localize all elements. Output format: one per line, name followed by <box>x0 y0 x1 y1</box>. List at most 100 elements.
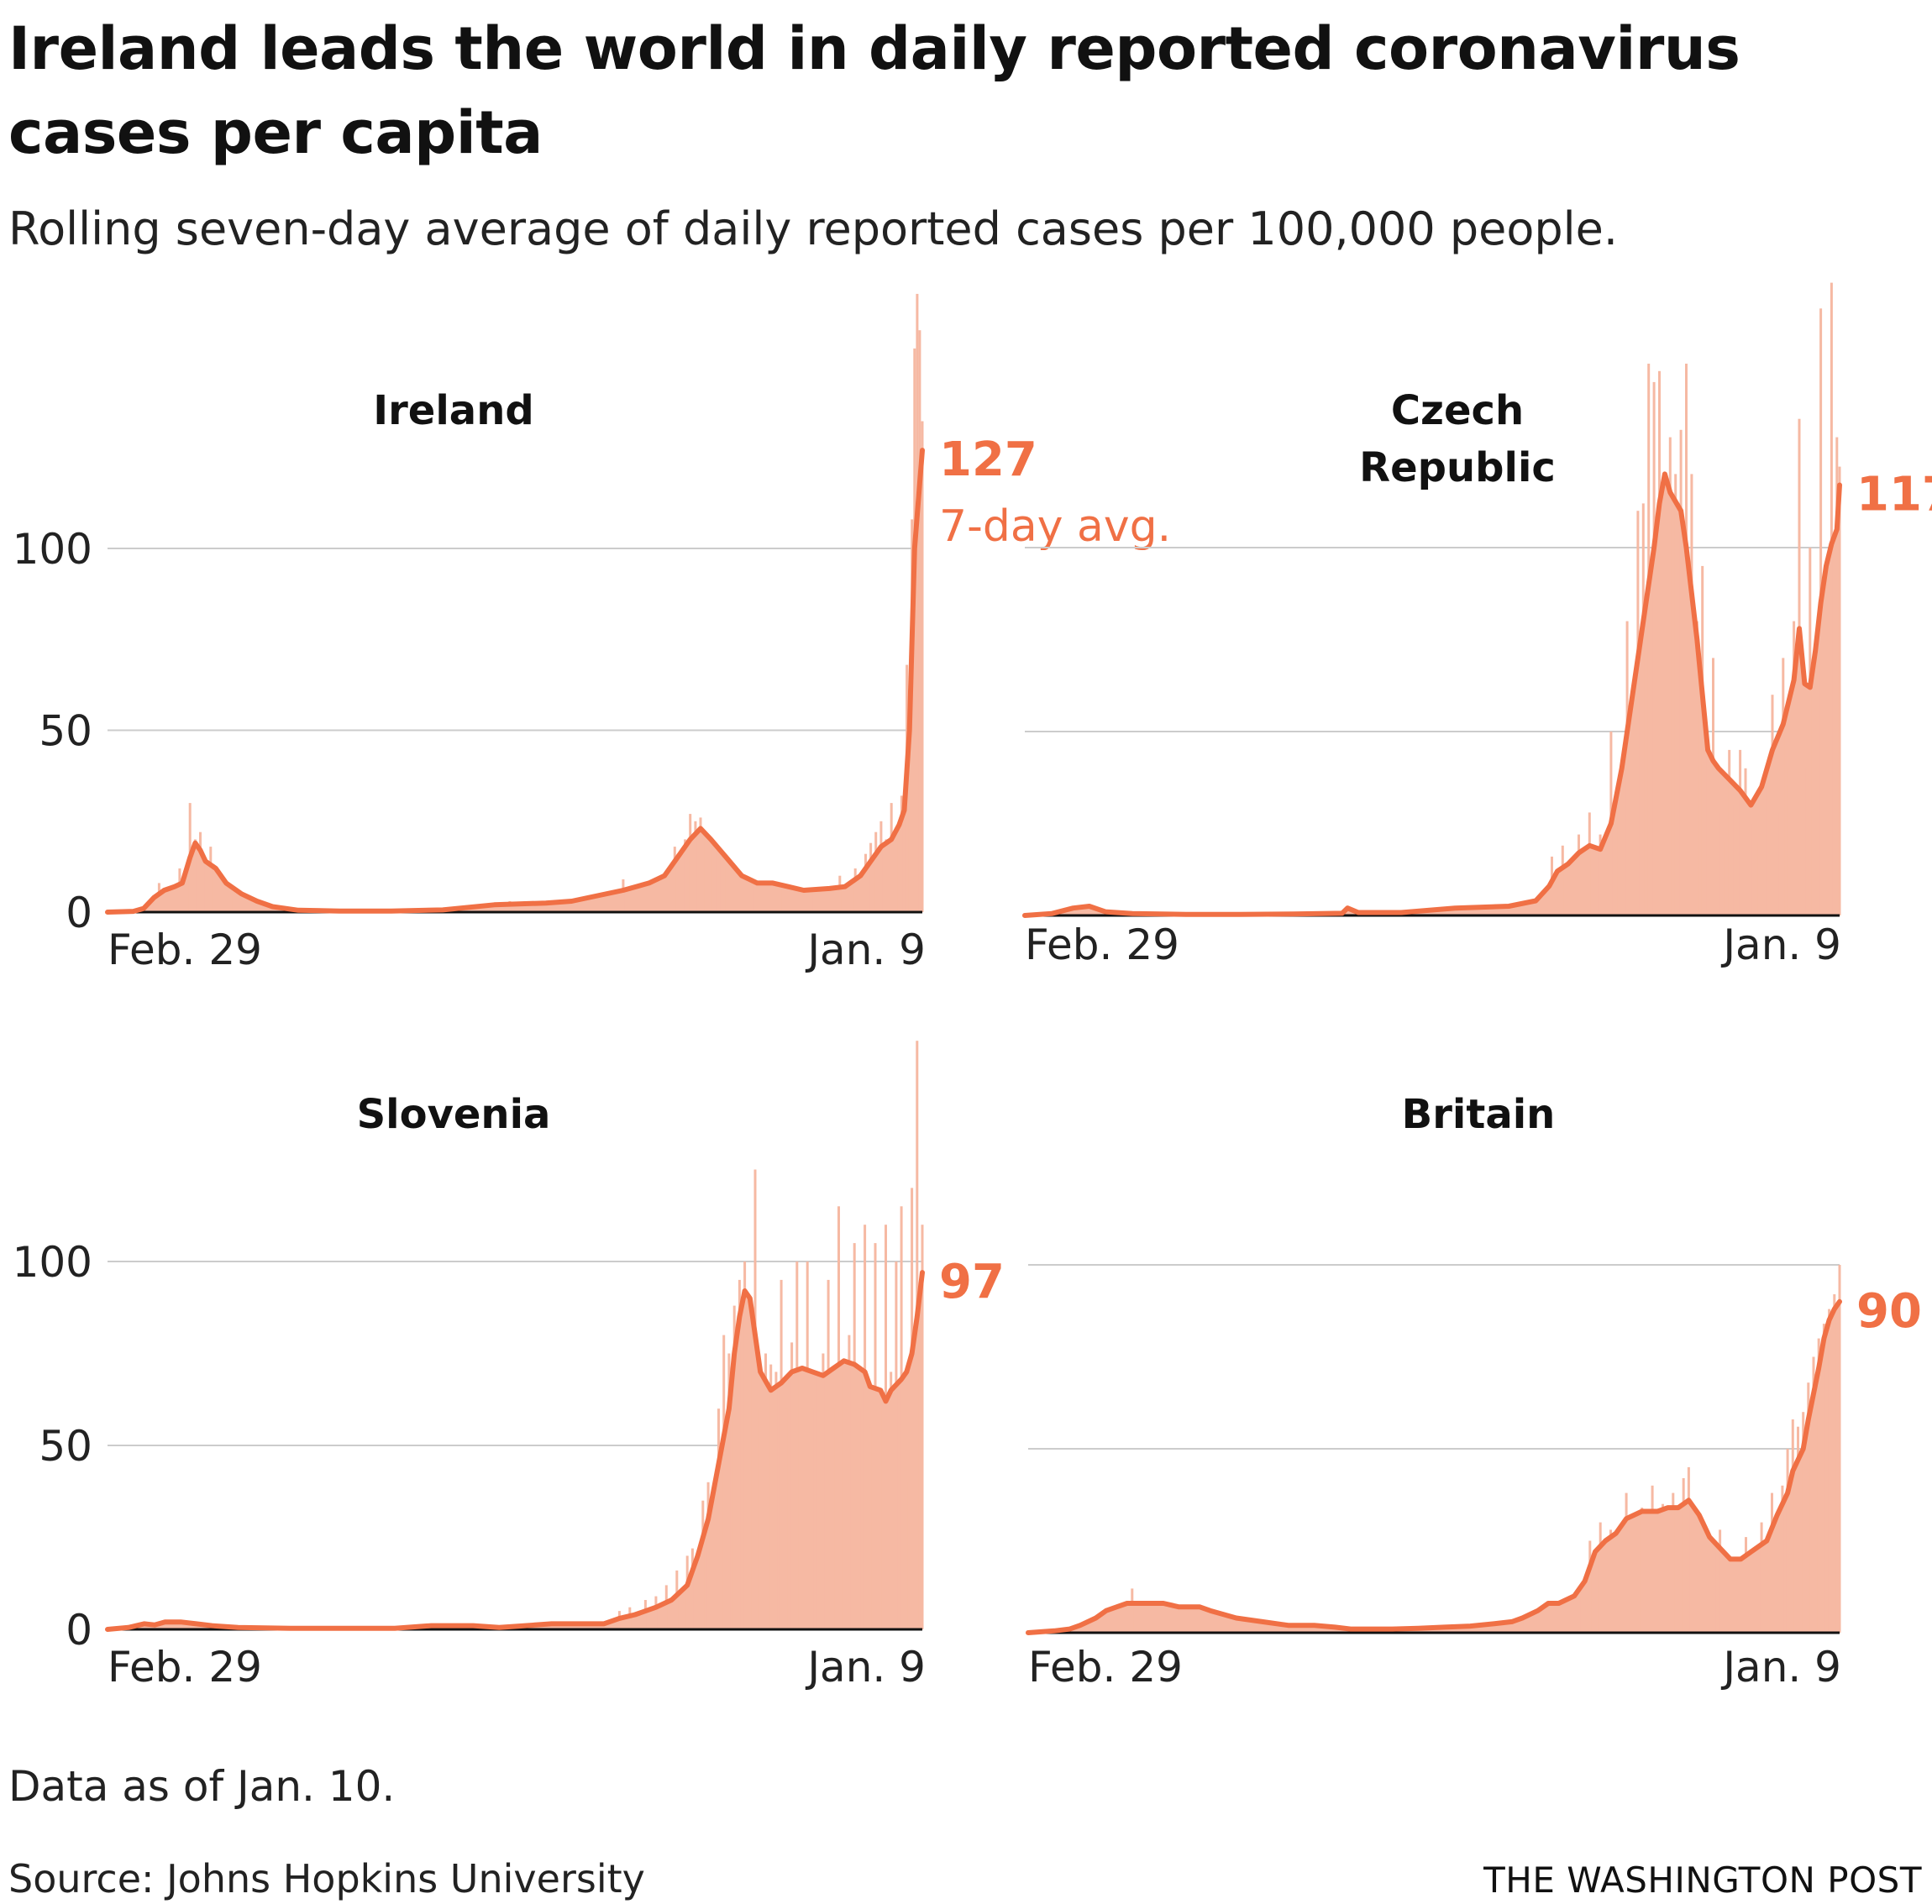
daily-case-bar <box>209 847 213 912</box>
y-tick-label: 50 <box>39 707 92 756</box>
daily-case-bar <box>1809 548 1812 915</box>
daily-case-bar <box>801 1408 804 1629</box>
daily-case-bar <box>1755 842 1758 915</box>
final-value-label: 127 <box>939 433 1037 487</box>
daily-case-bar <box>869 842 873 912</box>
daily-case-bar <box>811 1408 814 1629</box>
daily-case-bar <box>1651 1485 1654 1633</box>
daily-case-bar <box>643 1600 647 1629</box>
series-label: 7-day avg. <box>939 501 1171 552</box>
y-tick-label: 0 <box>66 889 92 937</box>
daily-case-bar <box>769 1364 773 1629</box>
daily-case-bar <box>199 831 202 912</box>
daily-case-bar <box>885 839 888 912</box>
daily-case-bar <box>790 1342 794 1629</box>
daily-case-bar <box>1797 1426 1799 1633</box>
daily-case-bar <box>1739 749 1742 915</box>
daily-case-bar <box>1690 474 1693 915</box>
daily-case-bar <box>916 1041 919 1629</box>
panel-title: Slovenia <box>357 1091 551 1138</box>
daily-case-bar <box>704 831 707 912</box>
daily-case-bar <box>1685 364 1688 915</box>
daily-case-bar <box>1729 1559 1732 1633</box>
daily-case-bar <box>1641 503 1645 915</box>
daily-case-bar <box>1782 658 1785 915</box>
daily-case-bar <box>1838 1265 1841 1633</box>
daily-case-bar <box>1713 1551 1716 1633</box>
daily-case-bar <box>895 1261 898 1629</box>
daily-case-bar <box>1719 1529 1722 1633</box>
daily-case-bar <box>1701 565 1704 915</box>
daily-case-bar <box>879 1408 882 1629</box>
x-end-label: Jan. 9 <box>1720 921 1841 969</box>
daily-case-bar <box>1520 1621 1524 1633</box>
daily-case-bar <box>900 1206 903 1629</box>
daily-case-bar <box>874 1243 877 1629</box>
daily-case-bar <box>1687 1466 1690 1633</box>
daily-case-bar <box>1817 1338 1820 1633</box>
daily-case-bar <box>727 1353 731 1629</box>
seven-day-average-line <box>105 1270 925 1632</box>
daily-case-bar <box>1744 768 1747 915</box>
daily-case-bar <box>193 839 197 912</box>
daily-case-bar <box>694 821 697 913</box>
daily-case-bar <box>918 330 921 912</box>
x-start-label: Feb. 29 <box>1025 921 1179 969</box>
daily-case-bar <box>689 814 692 912</box>
daily-case-bar <box>869 1427 872 1629</box>
daily-case-bar <box>1793 621 1796 915</box>
final-value-label: 117 <box>1856 468 1932 522</box>
panel-title: Ireland <box>373 387 533 434</box>
daily-case-bar <box>827 1279 830 1629</box>
daily-case-bar <box>622 879 625 912</box>
daily-case-bar <box>1625 621 1629 915</box>
publisher-credit: THE WASHINGTON POST <box>1483 1859 1922 1901</box>
daily-case-bar <box>1828 1309 1831 1633</box>
daily-case-bar <box>916 293 919 912</box>
daily-case-bar <box>1561 845 1564 915</box>
y-tick-label: 50 <box>39 1422 92 1471</box>
daily-case-bar <box>780 1279 783 1629</box>
daily-case-bar <box>204 858 207 912</box>
daily-case-bar <box>795 1261 799 1629</box>
daily-case-bar <box>1822 1324 1825 1633</box>
final-value-label: 90 <box>1856 1284 1922 1339</box>
daily-case-bar <box>685 1555 689 1629</box>
daily-case-bar <box>837 1206 840 1629</box>
x-start-label: Feb. 29 <box>108 926 262 974</box>
daily-case-bar <box>1771 695 1774 915</box>
daily-case-bar <box>890 1372 893 1629</box>
daily-case-bar <box>1717 812 1720 915</box>
daily-case-bar <box>908 784 911 913</box>
daily-case-bar <box>1578 834 1580 915</box>
daily-case-bar <box>1712 658 1714 915</box>
daily-case-bar <box>843 1372 846 1629</box>
daily-case-bar <box>1838 466 1841 915</box>
daily-case-bar <box>1802 1412 1805 1633</box>
daily-case-bar <box>1733 805 1736 915</box>
daily-case-bar <box>921 1225 924 1629</box>
panel-title: Britain <box>1402 1091 1556 1138</box>
x-start-label: Feb. 29 <box>108 1643 262 1692</box>
daily-case-bar <box>853 1243 856 1629</box>
daily-case-bar <box>1641 1508 1644 1633</box>
daily-case-bar <box>654 1596 658 1629</box>
daily-case-bar <box>1578 1596 1581 1633</box>
daily-case-bar <box>1786 1449 1789 1633</box>
daily-case-bar <box>1824 695 1828 915</box>
daily-case-bar <box>684 839 687 912</box>
daily-case-bar <box>722 1335 726 1629</box>
daily-case-bar <box>759 1408 762 1629</box>
panel-title: Czech <box>1391 387 1524 434</box>
daily-case-bar <box>911 1188 914 1629</box>
daily-case-bar <box>1749 823 1752 915</box>
daily-case-bar <box>774 1372 778 1629</box>
daily-case-bar <box>720 853 723 912</box>
daily-case-bar <box>864 1225 867 1629</box>
daily-case-bar <box>1625 1492 1628 1633</box>
daily-case-bar <box>848 1335 851 1629</box>
daily-case-bar <box>664 1585 668 1629</box>
daily-cases-area <box>1025 474 1840 915</box>
y-tick-label: 100 <box>13 525 92 574</box>
daily-case-bar <box>706 1482 710 1629</box>
